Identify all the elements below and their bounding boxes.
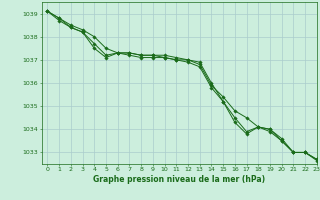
X-axis label: Graphe pression niveau de la mer (hPa): Graphe pression niveau de la mer (hPa)	[93, 175, 265, 184]
